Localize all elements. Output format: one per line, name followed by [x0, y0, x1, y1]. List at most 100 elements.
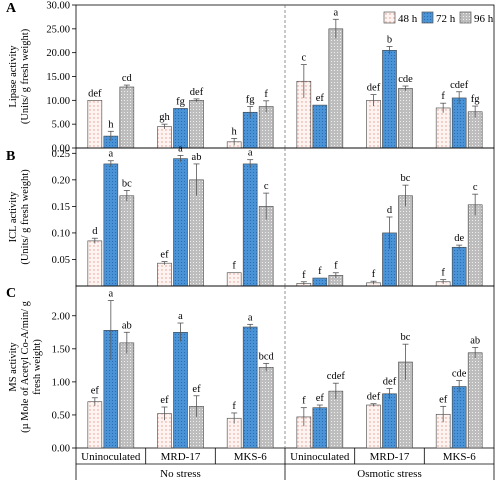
sig-letter-A-48h-g1: def	[88, 88, 102, 99]
sig-letter-B-96h-g3: c	[264, 181, 269, 192]
x-group-label-2: MRD-17	[161, 451, 201, 463]
panel-B-ylabel-line-1: ICL activity	[8, 191, 19, 242]
sig-letter-C-72h-g4: ef	[316, 393, 325, 404]
sig-letter-B-72h-g3: a	[248, 148, 253, 159]
bar-B-72h-g1	[103, 163, 119, 287]
bar-B-72h-g4	[312, 277, 328, 287]
y-tick-label: 0.00	[52, 144, 70, 155]
y-tick-label: 25.00	[46, 24, 70, 35]
y-tick-label: 1.50	[52, 344, 70, 355]
panel-C-ylabel-line-3: fresh weight)	[32, 339, 43, 395]
panel-A-ylabel-line-1: Lipase activity	[8, 45, 19, 108]
y-tick-label: 0.05	[52, 255, 70, 266]
x-group-label-3: MKS-6	[234, 451, 268, 463]
sig-letter-C-48h-g4: f	[302, 396, 306, 407]
panel-C-ylabel-line-2: (µ Mole of Acetyl Co-A/min/ g	[20, 300, 31, 432]
sig-letter-C-96h-g4: cdef	[327, 371, 346, 382]
sig-letter-B-96h-g1: bc	[122, 178, 132, 189]
bar-A-96h-g5	[398, 88, 413, 149]
bar-A-48h-g2	[157, 126, 172, 149]
sig-letter-B-72h-g5: d	[387, 205, 393, 216]
bar-B-96h-g1	[119, 195, 135, 287]
sig-letter-B-48h-g3: f	[232, 261, 236, 272]
sig-letter-C-48h-g2: ef	[160, 395, 169, 406]
y-tick-label: 5.00	[52, 120, 70, 131]
legend-label-48h: 48 h	[398, 13, 418, 25]
sig-letter-A-72h-g5: b	[387, 34, 392, 45]
x-condition-label-no-stress: No stress	[160, 468, 201, 480]
sig-letter-B-96h-g4: f	[334, 261, 338, 272]
legend-swatch-48h	[383, 11, 396, 24]
legend-swatch-96h	[459, 11, 472, 24]
y-tick-label: 0.25	[52, 149, 70, 160]
panel-C: C 0.00 0.50 1.00 1.50 2.00 MS activity (µ Mole …	[6, 285, 495, 455]
y-tick-label: 15.00	[46, 72, 70, 83]
y-tick-label: 0.15	[52, 202, 70, 213]
bar-B-96h-g6	[467, 204, 483, 287]
bar-A-72h-g2	[173, 108, 188, 149]
panels: A 0.00 5.00 10.00 15.00 20.00 25.00 30.00 Lipase…	[6, 1, 495, 455]
bar-C-96h-g4	[328, 390, 344, 449]
bar-A-72h-g4	[312, 104, 328, 149]
bar-C-72h-g6	[451, 386, 467, 449]
bar-B-48h-g2	[157, 262, 172, 287]
legend: 48 h 72 h 96 h	[383, 11, 494, 25]
sig-letter-A-48h-g6: f	[441, 91, 445, 102]
x-group-label-5: MRD-17	[370, 451, 410, 463]
sig-letter-C-48h-g1: ef	[91, 386, 100, 397]
sig-letter-A-96h-g2: def	[190, 87, 204, 98]
sig-letter-A-72h-g1: h	[108, 119, 114, 130]
legend-swatch-72h	[421, 11, 434, 24]
sig-letter-B-72h-g1: a	[108, 149, 113, 160]
panel-A-ylabel-line-2: (Units/ g fresh weight)	[20, 28, 31, 124]
sig-letter-B-96h-g5: bc	[401, 173, 411, 184]
bar-C-48h-g5	[366, 404, 381, 449]
sig-letter-C-72h-g2: a	[178, 311, 183, 322]
sig-letter-B-48h-g6: f	[441, 268, 445, 279]
bar-A-48h-g5	[366, 100, 381, 149]
panel-B-label: B	[6, 149, 15, 164]
bar-A-96h-g4	[328, 28, 344, 149]
x-group-label-6: MKS-6	[443, 451, 477, 463]
panel-A: A 0.00 5.00 10.00 15.00 20.00 25.00 30.00 Lipase…	[6, 1, 495, 155]
bar-B-96h-g2	[189, 179, 204, 287]
sig-letter-A-48h-g4: c	[301, 53, 306, 64]
sig-letter-C-72h-g5: def	[383, 376, 397, 387]
sig-letter-C-72h-g3: a	[248, 312, 253, 323]
sig-letter-A-96h-g1: cd	[122, 73, 133, 84]
bar-B-72h-g3	[242, 163, 258, 287]
bar-A-96h-g2	[189, 100, 204, 149]
sig-letter-A-72h-g3: fg	[246, 95, 255, 106]
bar-C-48h-g1	[87, 401, 103, 449]
sig-letter-B-72h-g2: a	[178, 143, 183, 154]
sig-letter-A-96h-g3: f	[264, 89, 268, 100]
bar-A-72h-g5	[382, 49, 397, 149]
panel-A-label: A	[6, 1, 17, 16]
sig-letter-C-96h-g2: ef	[192, 384, 201, 395]
sig-letter-A-96h-g4: a	[333, 7, 338, 18]
sig-letter-A-48h-g2: gh	[159, 112, 170, 123]
sig-letter-C-96h-g1: ab	[122, 320, 132, 331]
y-tick-label: 30.00	[46, 1, 70, 12]
sig-letter-C-48h-g6: ef	[439, 394, 448, 405]
bar-C-96h-g1	[119, 342, 135, 449]
sig-letter-B-96h-g2: ab	[192, 152, 202, 163]
panel-C-ylabel-line-1: MS activity	[8, 342, 19, 392]
sig-letter-C-72h-g1: a	[108, 289, 113, 300]
sig-letter-B-96h-g6: c	[473, 182, 478, 193]
sig-letter-C-48h-g5: def	[367, 392, 381, 403]
bar-B-48h-g3	[226, 272, 242, 287]
y-tick-label: 2.00	[52, 311, 70, 322]
sig-letter-A-96h-g6: fg	[471, 94, 480, 105]
bar-B-72h-g2	[173, 158, 188, 287]
sig-letter-C-48h-g3: f	[232, 401, 236, 412]
y-tick-label: 0.00	[52, 444, 70, 455]
y-tick-label: 0.10	[52, 228, 70, 239]
bar-C-96h-g6	[467, 352, 483, 449]
bar-A-96h-g3	[258, 106, 274, 149]
legend-label-96h: 96 h	[474, 13, 494, 25]
bar-C-72h-g3	[242, 326, 258, 449]
panel-C-label: C	[6, 286, 16, 301]
sig-letter-B-48h-g1: d	[92, 226, 98, 237]
y-tick-label: 0.20	[52, 175, 70, 186]
